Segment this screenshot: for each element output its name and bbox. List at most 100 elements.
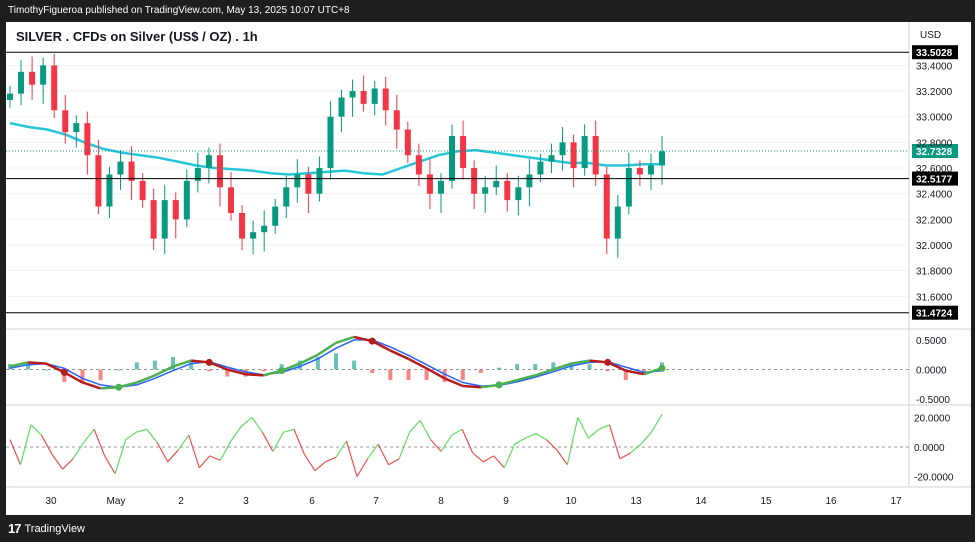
osc-histogram-bar xyxy=(478,369,483,374)
level-label-box xyxy=(912,171,958,186)
candle-body xyxy=(647,165,654,175)
osc-histogram-bar xyxy=(424,369,429,381)
osc-main-segment xyxy=(571,359,590,365)
candle-body xyxy=(18,71,25,94)
osc-main-segment xyxy=(299,353,319,365)
rsi-segment xyxy=(598,424,610,430)
rsi-segment xyxy=(545,439,558,451)
chart-svg[interactable]: SILVER . CFDs on Silver (US$ / OZ) . 1h … xyxy=(6,22,971,515)
time-axis[interactable]: 30 May 2 3 6 7 8 9 10 13 14 15 16 17 xyxy=(45,496,902,507)
tradingview-brand[interactable]: 17 TradingView xyxy=(8,521,85,536)
candle-body xyxy=(272,206,279,226)
time-tick-label: 3 xyxy=(243,496,249,507)
osc-cross-dot xyxy=(495,381,503,389)
currency-label: USD xyxy=(920,30,941,41)
time-tick-label: May xyxy=(107,496,126,507)
price-tick-label: 32.0000 xyxy=(916,241,953,252)
candle-body xyxy=(382,88,389,111)
rsi-segment xyxy=(619,452,631,460)
level-label-box xyxy=(912,305,958,320)
rsi-segment xyxy=(240,416,253,427)
osc-cross-dot xyxy=(658,364,666,372)
rsi-segment xyxy=(472,452,484,463)
candle-body xyxy=(29,71,36,85)
osc-histogram-bar xyxy=(207,369,212,372)
candle-body xyxy=(636,168,643,175)
candle-body xyxy=(338,97,345,117)
osc-histogram-bar xyxy=(279,364,284,370)
chart-background xyxy=(6,22,971,515)
rsi-segment xyxy=(566,417,579,465)
rsi-segment xyxy=(650,414,663,433)
osc-cross-dot xyxy=(60,368,68,376)
candle-body xyxy=(250,232,257,239)
candle-body xyxy=(95,155,102,207)
candle-body xyxy=(482,187,489,194)
candle-body xyxy=(603,174,610,239)
osc-histogram-bar xyxy=(98,369,103,381)
candle-body xyxy=(537,161,544,175)
rsi-segment xyxy=(177,434,190,451)
rsi-segment xyxy=(230,425,242,442)
rsi-segment xyxy=(104,455,116,474)
osc-main-segment xyxy=(534,368,554,377)
osc-histogram-bar xyxy=(406,369,411,381)
rsi-segment xyxy=(493,455,505,469)
osc-cross-dot xyxy=(368,337,376,345)
osc-histogram-bar xyxy=(44,369,49,371)
price-tick-label: 31.6000 xyxy=(916,292,953,303)
candle-body xyxy=(393,110,400,130)
rsi-segment xyxy=(41,434,53,455)
rsi-segment xyxy=(272,431,284,452)
candle-body xyxy=(150,200,157,239)
rsi-segment xyxy=(188,434,200,468)
candle-body xyxy=(349,91,356,98)
candle-body xyxy=(460,135,467,169)
price-tick-label: 32.4000 xyxy=(916,190,953,201)
candle-body xyxy=(404,129,411,156)
osc-histogram-bar xyxy=(551,362,556,370)
time-tick-label: 14 xyxy=(695,496,707,507)
price-tick-label: 33.4000 xyxy=(916,61,953,72)
time-tick-label: 8 xyxy=(438,496,444,507)
rsi-segment xyxy=(335,440,348,458)
candle-body xyxy=(216,155,223,188)
osc-tick-label: 0.0000 xyxy=(916,365,947,376)
osc-histogram-bar xyxy=(116,369,121,371)
osc-histogram-bar xyxy=(80,369,85,382)
rsi-segment xyxy=(514,437,526,445)
rsi-segment xyxy=(283,428,295,433)
candle-body xyxy=(194,168,201,181)
candle-body xyxy=(581,135,588,169)
price-axis[interactable]: 33.4000 33.2000 33.0000 32.8000 32.6000 32.40… xyxy=(916,61,953,303)
candle-body xyxy=(261,225,268,233)
rsi-segment xyxy=(377,443,390,466)
rsi-segment xyxy=(167,449,179,463)
publisher-line: TimothyFigueroa published on TradingView… xyxy=(8,5,350,16)
osc-main-segment xyxy=(625,369,645,376)
candle-body xyxy=(84,123,91,156)
horizontal-lines-group[interactable]: 33.5028 32.5177 31.4724 32.7328 xyxy=(6,45,958,320)
time-tick-label: 30 xyxy=(45,496,57,507)
osc-histogram-bar xyxy=(587,364,592,370)
rsi-segment xyxy=(430,439,442,452)
osc-histogram-bar xyxy=(8,364,12,370)
candle-body xyxy=(570,142,577,169)
candle-body xyxy=(515,187,522,201)
chart-frame[interactable]: SILVER . CFDs on Silver (US$ / OZ) . 1h … xyxy=(6,22,971,515)
price-tick-label: 32.6000 xyxy=(916,164,953,175)
rsi-segment xyxy=(9,439,22,465)
osc-main-segment xyxy=(462,384,481,389)
rsi-segment xyxy=(461,428,474,454)
rsi-panel: 20.0000 0.0000 -20.0000 xyxy=(6,413,954,484)
candle-body xyxy=(625,168,632,207)
rsi-segment xyxy=(640,431,652,445)
candles-group xyxy=(7,53,665,258)
publisher-bar: TimothyFigueroa published on TradingView… xyxy=(0,0,975,22)
candle-body xyxy=(415,155,422,175)
rsi-segment xyxy=(630,443,642,454)
level-label: 32.5177 xyxy=(916,175,953,186)
rsi-segment xyxy=(503,443,516,468)
rsi-segment xyxy=(30,424,42,436)
rsi-tick-label: 20.0000 xyxy=(914,413,951,424)
